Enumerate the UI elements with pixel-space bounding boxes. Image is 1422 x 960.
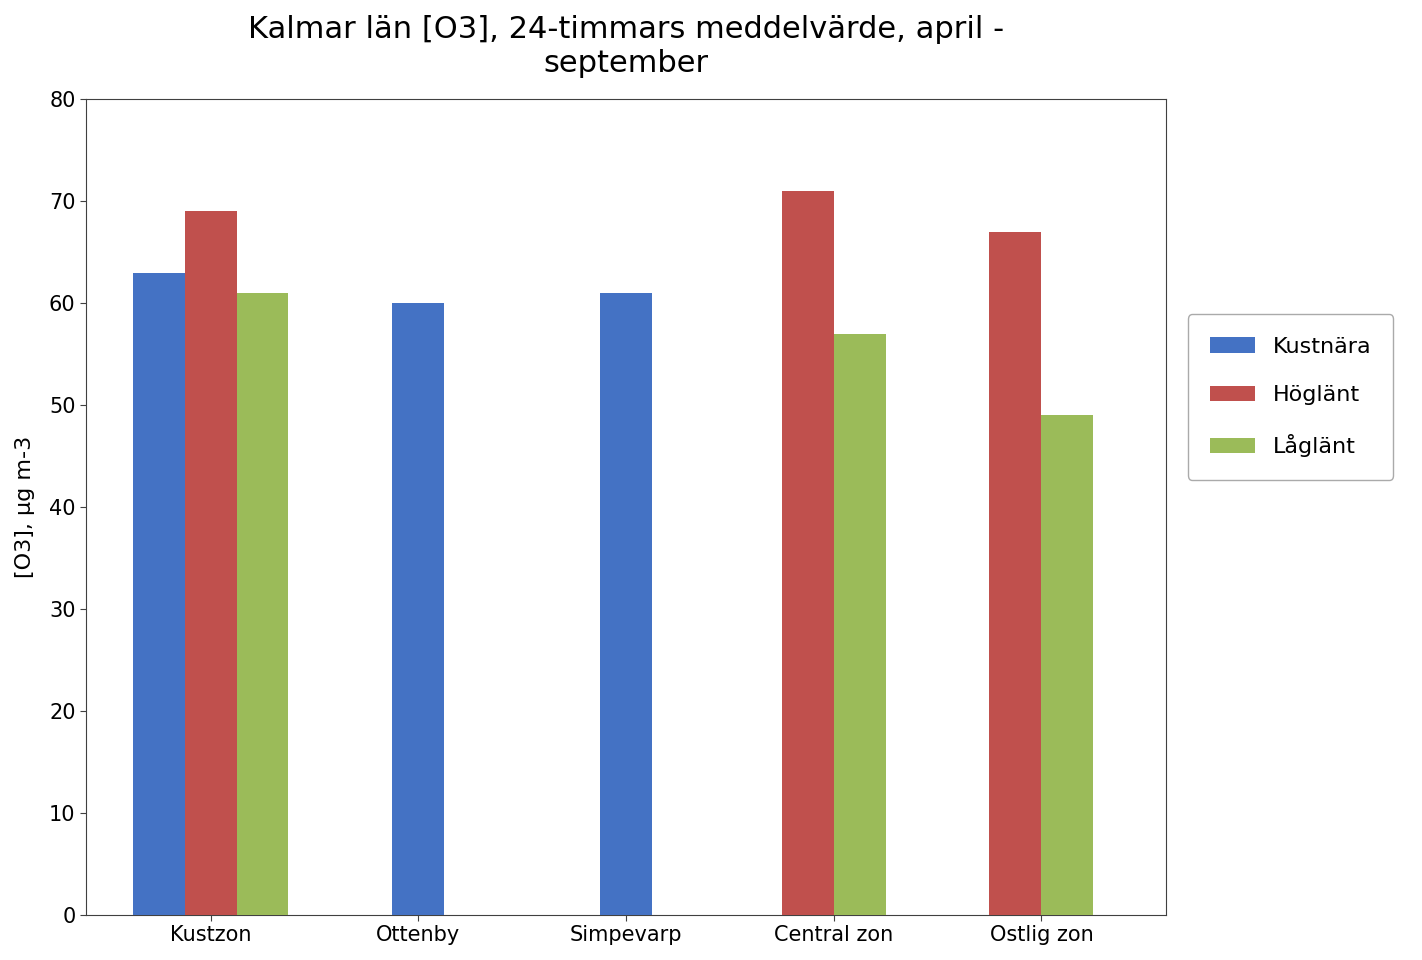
Bar (132, 273, 185, 915)
Bar (392, 303, 444, 915)
Title: Kalmar län [O3], 24-timmars meddelvärde, april -
september: Kalmar län [O3], 24-timmars meddelvärde,… (247, 15, 1004, 78)
Bar (600, 293, 651, 915)
Legend: Kustnära, Höglänt, Låglänt: Kustnära, Höglänt, Låglänt (1187, 314, 1394, 479)
Bar (990, 232, 1041, 915)
Y-axis label: [O3], µg m-3: [O3], µg m-3 (16, 436, 36, 578)
Bar (833, 334, 886, 915)
Bar (236, 293, 289, 915)
Bar (782, 191, 833, 915)
Bar (185, 211, 236, 915)
Bar (1041, 416, 1094, 915)
